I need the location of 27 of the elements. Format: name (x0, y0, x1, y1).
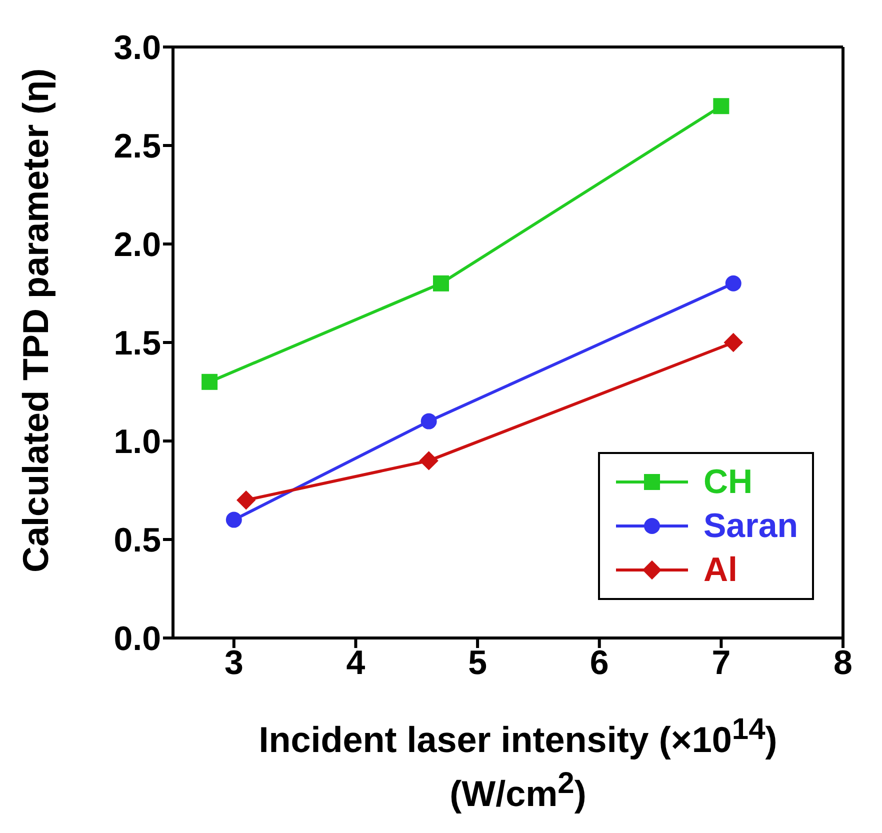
x-tick-label: 8 (834, 644, 852, 682)
x-tick-label: 3 (224, 644, 244, 682)
y-tick-label: 0.5 (114, 522, 161, 560)
legend-label: Saran (704, 506, 798, 546)
point (420, 413, 437, 430)
point (725, 275, 742, 292)
x-tick-label: 6 (590, 644, 609, 682)
point (724, 332, 743, 352)
y-tick-label: 1.5 (114, 324, 161, 363)
point (202, 374, 218, 390)
y-tick-label: 2.5 (114, 128, 161, 166)
point (713, 98, 730, 114)
y-axis-title: Calculated TPD parameter (η) (14, 68, 56, 572)
x-tick-label: 5 (468, 644, 488, 682)
y-tick-label: 2.0 (114, 226, 161, 264)
text: Incident laser intensity (×10$^{14}$)(W/cm$^{2}$) (258, 713, 778, 814)
y-tick-label: 1.0 (114, 423, 161, 462)
x-tick-label: 7 (712, 644, 731, 682)
point (236, 490, 256, 510)
point (419, 451, 438, 470)
point (226, 512, 242, 528)
x-tick-label: 4 (346, 644, 366, 682)
point (433, 275, 449, 292)
legend-label: CH (704, 462, 753, 502)
legend-label: Al (704, 550, 738, 590)
y-tick-label: 0.0 (114, 620, 161, 658)
y-tick-label: 3.0 (114, 29, 161, 68)
